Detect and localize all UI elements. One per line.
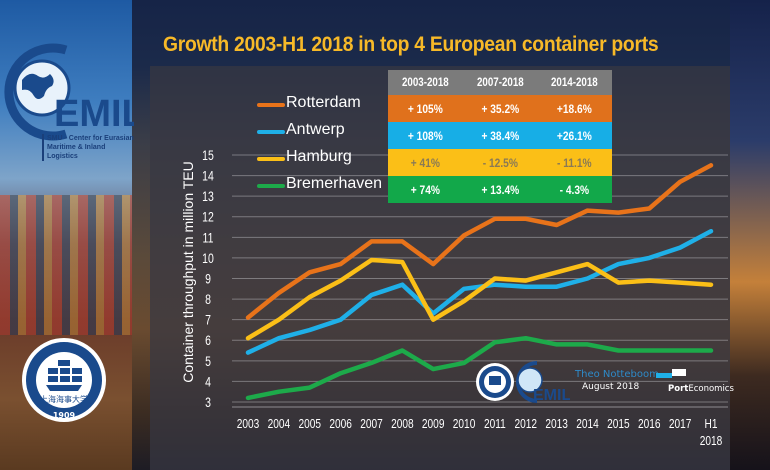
y-tick-label: 4 <box>205 374 211 390</box>
credit-date: August 2018 <box>582 382 640 392</box>
smu-chinese-name: 上海海事大学 <box>40 394 88 404</box>
growth-table-header: 2003-2018 2007-2018 2014-2018 <box>388 70 612 95</box>
x-tick-label: 2009 <box>422 417 445 431</box>
growth-cell: - 12.5% <box>482 155 518 170</box>
x-tick-label: 2015 <box>607 417 630 431</box>
cemil-subtitle-line1: SMU - Center for Eurasian <box>47 135 134 142</box>
smu-small-logo <box>476 363 514 401</box>
background-photo-right <box>730 0 770 470</box>
series-lines <box>245 163 714 401</box>
porteconomics-bold: Port <box>668 384 689 394</box>
series-line-antwerp <box>245 228 714 355</box>
x-tick-label: 2008 <box>391 417 414 431</box>
growth-cell: + 41% <box>410 155 440 170</box>
growth-cell: + 13.4% <box>481 182 519 197</box>
growth-cell: + 105% <box>407 101 443 116</box>
x-tick-label: 2018 <box>700 434 723 448</box>
header-2007-2018: 2007-2018 <box>476 76 524 89</box>
y-tick-label: 6 <box>205 333 211 349</box>
cemil-subtitle-line2: Maritime & Inland Logistics <box>47 144 106 160</box>
x-tick-label: 2006 <box>329 417 352 431</box>
cemil-small-logo: EMIL <box>516 361 570 404</box>
legend-swatch-hamburg <box>257 157 285 161</box>
y-tick-label: 3 <box>205 395 211 411</box>
x-tick-label: 2011 <box>484 417 506 431</box>
growth-cell: + 74% <box>410 182 440 197</box>
x-tick-label: 2004 <box>268 417 291 431</box>
series-line-hamburg <box>245 257 714 341</box>
growth-table: 2003-2018 2007-2018 2014-2018 + 105% + 3… <box>388 70 612 203</box>
y-tick-label: 9 <box>205 271 211 287</box>
container-stack-photo <box>0 195 132 335</box>
ship-icon <box>46 360 82 391</box>
growth-cell: + 35.2% <box>481 101 519 116</box>
y-tick-label: 13 <box>202 189 214 205</box>
y-tick-label: 15 <box>202 148 214 164</box>
x-tick-label: 2007 <box>360 417 383 431</box>
x-tick-label: 2012 <box>515 417 538 431</box>
cemil-subtitle: SMU - Center for Eurasian Maritime & Inl… <box>42 134 137 161</box>
legend-swatch-rotterdam <box>257 103 285 107</box>
y-tick-label: 10 <box>202 250 214 266</box>
cemil-logo-text: EMIL <box>54 93 134 135</box>
growth-row-rotterdam: + 105% + 35.2% +18.6% <box>388 95 612 122</box>
y-axis-ticks: 3 4 5 6 7 8 9 10 11 12 13 14 15 <box>202 148 214 411</box>
growth-row-hamburg: + 41% - 12.5% - 11.1% <box>388 149 612 176</box>
y-tick-label: 8 <box>205 292 211 308</box>
growth-row-antwerp: + 108% + 38.4% +26.1% <box>388 122 612 149</box>
legend-swatch-bremerhaven <box>257 184 285 188</box>
author-name: Theo Notteboom <box>575 369 659 380</box>
smu-year: 1909 <box>53 411 76 420</box>
x-tick-label: 2013 <box>545 417 568 431</box>
y-tick-label: 14 <box>202 168 214 184</box>
porteconomics-logo-text: PortEconomics <box>668 384 734 394</box>
y-tick-label: 7 <box>205 312 211 328</box>
growth-cell: + 108% <box>407 128 443 143</box>
header-2014-2018: 2014-2018 <box>551 76 599 89</box>
cemil-small-logo-text: EMIL <box>533 387 570 404</box>
x-tick-label: 2005 <box>298 417 321 431</box>
x-tick-label: 2010 <box>453 417 476 431</box>
growth-cell: + 38.4% <box>481 128 519 143</box>
x-tick-label: 2016 <box>638 417 661 431</box>
globe-continents <box>22 73 54 99</box>
x-tick-label: 2014 <box>576 417 599 431</box>
growth-cell: +26.1% <box>557 128 593 143</box>
y-tick-label: 5 <box>205 353 211 369</box>
y-tick-label: 11 <box>203 230 214 246</box>
series-line-rotterdam <box>245 163 714 320</box>
x-tick-label: 2003 <box>237 417 260 431</box>
legend-label-rotterdam: Rotterdam <box>286 94 361 111</box>
growth-cell: +18.6% <box>557 101 593 116</box>
x-tick-label: 2017 <box>669 417 692 431</box>
legend-label-hamburg: Hamburg <box>286 148 352 165</box>
smu-logo: 上海海事大学 1909 <box>22 338 106 422</box>
legend-label-bremerhaven: Bremerhaven <box>286 175 383 192</box>
y-axis-label: Container throughput in million TEU <box>180 161 196 383</box>
x-tick-label: H1 <box>705 417 718 431</box>
legend-swatch-antwerp <box>257 130 285 134</box>
growth-cell: - 11.1% <box>557 155 592 170</box>
porteconomics-rest: Economics <box>688 384 734 394</box>
porteconomics-logo-icon <box>656 369 686 378</box>
grid-lines <box>232 154 728 408</box>
header-2003-2018: 2003-2018 <box>401 76 449 89</box>
growth-row-bremerhaven: + 74% + 13.4% - 4.3% <box>388 176 612 203</box>
chart-title: Growth 2003-H1 2018 in top 4 European co… <box>163 33 659 56</box>
growth-cell: - 4.3% <box>559 182 590 197</box>
legend-label-antwerp: Antwerp <box>286 121 345 138</box>
footer-logos: EMIL <box>476 361 570 404</box>
x-axis-ticks: 2003 2004 2005 2006 2007 2008 2009 2010 2011 2012… <box>237 417 723 448</box>
y-tick-label: 12 <box>202 209 214 225</box>
series-line-bremerhaven <box>245 335 714 401</box>
